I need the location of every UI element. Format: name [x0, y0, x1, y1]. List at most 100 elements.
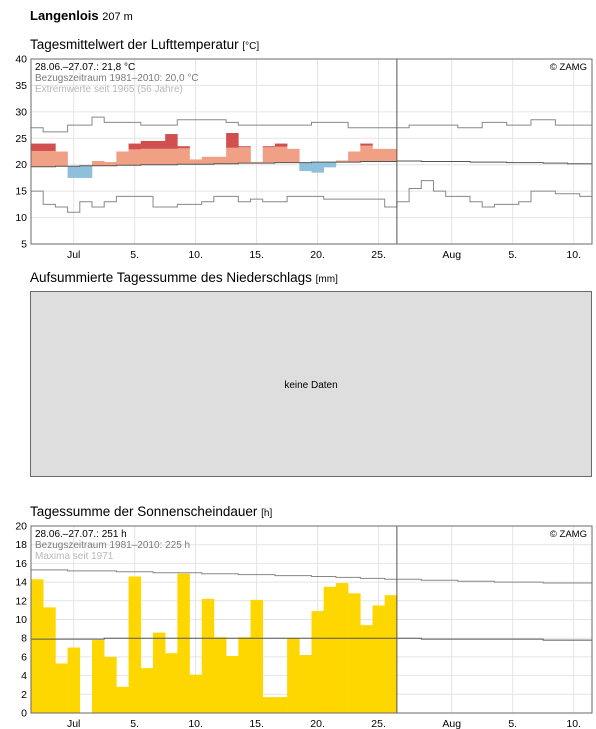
x-tick-label: Aug [442, 718, 461, 729]
info-line-2: Bezugszeitraum 1981–2010: 20,0 °C [35, 73, 199, 84]
temp-bar-extreme [226, 133, 239, 148]
y-tick-label: 2 [21, 689, 27, 701]
temperature-title: Tagesmittelwert der Lufttemperatur [30, 37, 239, 52]
temp-bar-cool [67, 166, 81, 178]
plot-frame [30, 525, 593, 714]
temp-bar-extreme [262, 146, 276, 148]
x-tick-label: 5. [508, 249, 517, 261]
sunshine-bar [91, 640, 105, 713]
sunshine-bar [189, 674, 203, 713]
temp-bar [384, 148, 398, 162]
y-tick-label: 10 [15, 212, 27, 224]
precipitation-title: Aufsummierte Tagessumme des Niederschlag… [30, 270, 312, 285]
sunshine-bar [116, 686, 129, 713]
sunshine-bar [348, 593, 361, 713]
x-tick-label: 25. [371, 718, 386, 729]
temp-bar [274, 146, 288, 163]
y-tick-label: 14 [15, 577, 27, 589]
x-tick-label: 20. [310, 249, 325, 261]
station-altitude: 207 m [102, 11, 133, 23]
min-extreme-line [31, 180, 592, 213]
y-tick-label: 16 [15, 558, 27, 570]
temp-bar [165, 148, 178, 165]
temp-bar-extreme [128, 143, 142, 150]
info-line-3: Maxima seit 1971 [35, 551, 114, 562]
y-tick-label: 10 [15, 614, 27, 626]
temp-bar-extreme [140, 140, 154, 149]
x-tick-label: 10. [566, 718, 581, 729]
temp-bar-extreme [165, 134, 178, 149]
x-tick-label: 25. [371, 249, 386, 261]
max-extreme-line [31, 116, 592, 133]
info-line-1: 28.06.–27.07.: 251 h [35, 529, 127, 540]
sunshine-bar [299, 655, 312, 713]
sunshine-bar [360, 625, 373, 713]
sunshine-section-title: Tagessumme der Sonnenscheindauer [h] [30, 504, 272, 519]
x-tick-label: 5. [130, 249, 139, 261]
sunshine-bar [67, 647, 81, 713]
temp-bar [287, 148, 300, 163]
temp-bar [335, 160, 349, 163]
sunshine-bar [140, 668, 154, 713]
maxima-line [31, 569, 592, 584]
x-tick-label: 10. [566, 249, 581, 261]
normal-line [31, 637, 592, 641]
temp-bar [238, 147, 251, 164]
y-tick-label: 30 [15, 106, 27, 118]
temp-bar [140, 148, 154, 165]
temp-bar [104, 162, 117, 166]
no-data-label: keine Daten [284, 380, 338, 391]
sunshine-bar [43, 607, 56, 713]
temp-bar [31, 150, 44, 167]
temp-bar [226, 147, 239, 164]
sunshine-bar [104, 656, 117, 713]
temperature-section-title: Tagesmittelwert der Lufttemperatur [°C] [30, 37, 259, 52]
temp-bar [189, 159, 203, 165]
sunshine-bar [55, 663, 68, 713]
y-tick-label: 8 [21, 633, 27, 645]
sunshine-bar [165, 653, 178, 713]
sunshine-bar [238, 637, 251, 713]
temp-bar [201, 156, 215, 165]
plot-frame [30, 58, 593, 245]
temp-bar [262, 147, 276, 164]
sunshine-bar [262, 697, 276, 713]
temperature-unit: [°C] [242, 41, 260, 52]
temp-bar-cool [299, 162, 312, 172]
info-line-2: Bezugszeitraum 1981–2010: 225 h [35, 540, 190, 551]
precipitation-unit: [mm] [315, 274, 338, 285]
sunshine-bar [226, 655, 239, 713]
y-tick-label: 35 [15, 80, 27, 92]
x-tick-label: 10. [188, 718, 203, 729]
temp-bar-cool [79, 165, 93, 178]
temp-bar [55, 151, 68, 167]
normal-line [31, 160, 592, 168]
sunshine-bar [177, 573, 190, 713]
sunshine-bar [384, 595, 398, 713]
x-tick-label: 15. [249, 249, 264, 261]
sunshine-bar [372, 605, 385, 713]
temp-bar [152, 148, 166, 165]
station-title: Langenlois 207 m [30, 8, 133, 23]
sunshine-bar [152, 632, 166, 713]
y-tick-label: 6 [21, 651, 27, 663]
sunshine-bar [31, 579, 44, 713]
temp-bar [43, 150, 56, 167]
temp-bar [348, 151, 361, 163]
temp-bar-cool [311, 162, 324, 173]
temp-bar-extreme [177, 146, 190, 149]
y-tick-label: 18 [15, 539, 27, 551]
sunshine-bar [201, 598, 215, 713]
temp-bar [116, 151, 129, 166]
sunshine-bar [213, 637, 227, 713]
x-tick-label: Aug [442, 249, 461, 261]
temp-bar-extreme [43, 143, 56, 151]
sunshine-bar [323, 586, 337, 713]
y-tick-label: 0 [21, 708, 27, 720]
precipitation-chart-empty: keine Daten [30, 291, 592, 477]
sunshine-bar [250, 599, 264, 713]
sunshine-bar [311, 611, 324, 713]
sunshine-bar [335, 583, 349, 713]
y-tick-label: 5 [21, 239, 27, 251]
